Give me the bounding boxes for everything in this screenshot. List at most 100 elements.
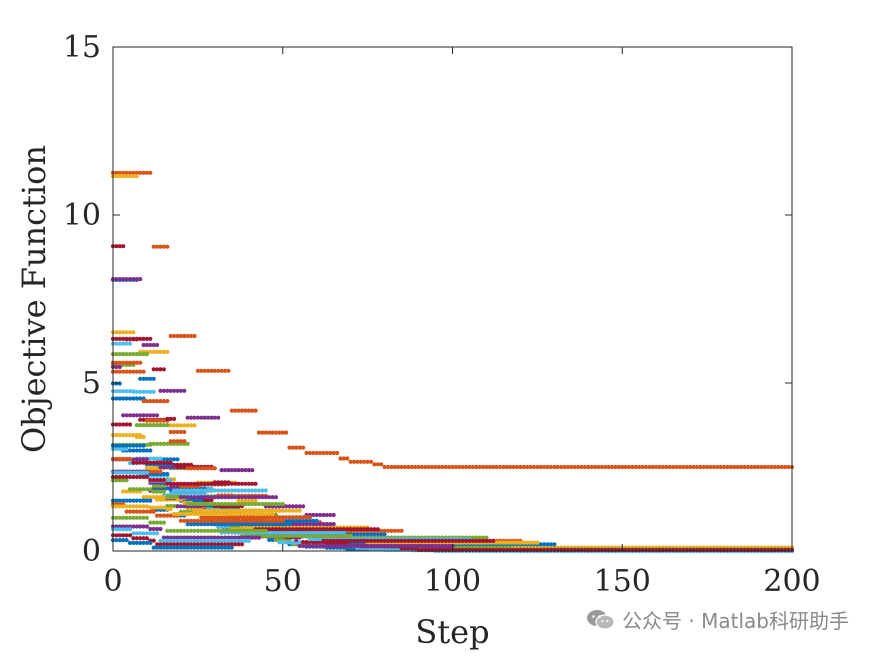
data-point — [345, 538, 350, 544]
data-point — [341, 543, 346, 549]
data-point — [202, 415, 207, 420]
data-point — [127, 498, 133, 503]
data-point — [497, 540, 503, 545]
data-point — [725, 464, 730, 470]
watermark-text: 公众号 · Matlab科研助手 — [622, 609, 849, 633]
data-point — [596, 464, 601, 470]
data-point — [351, 532, 357, 537]
data-point — [755, 464, 761, 470]
data-point — [270, 515, 275, 520]
data-point — [202, 522, 207, 527]
data-point — [222, 515, 228, 520]
data-point — [151, 418, 156, 423]
data-point — [243, 468, 248, 473]
data-point — [138, 524, 143, 529]
data-point — [718, 464, 723, 470]
data-point — [165, 545, 170, 550]
data-point — [243, 508, 248, 513]
data-point — [121, 538, 126, 543]
data-point — [155, 531, 160, 536]
data-point — [144, 540, 149, 546]
data-point — [260, 430, 265, 435]
data-point — [287, 518, 292, 523]
data-point — [127, 277, 133, 282]
data-point — [114, 341, 119, 346]
data-point — [722, 464, 727, 470]
data-point — [239, 495, 245, 500]
data-point — [212, 545, 217, 550]
data-point — [691, 464, 696, 470]
data-point — [134, 433, 139, 438]
x-tick-label: 50 — [264, 564, 302, 599]
data-point — [199, 515, 204, 520]
data-point — [739, 464, 744, 470]
data-point — [711, 464, 717, 470]
data-point — [667, 464, 672, 470]
data-point — [192, 481, 197, 486]
data-point — [538, 542, 543, 547]
data-point — [195, 481, 200, 486]
data-point — [144, 509, 149, 514]
data-point — [144, 170, 149, 175]
data-point — [141, 457, 146, 462]
data-point — [114, 538, 119, 543]
data-point — [250, 508, 255, 513]
data-point — [121, 422, 126, 427]
data-point — [321, 543, 326, 549]
data-point — [178, 528, 183, 533]
data-point — [362, 532, 367, 537]
data-point — [155, 423, 160, 428]
data-point — [192, 535, 197, 540]
data-point — [117, 244, 122, 249]
data-point — [131, 540, 136, 546]
data-point — [199, 415, 204, 420]
data-point — [138, 470, 143, 475]
data-point — [749, 464, 754, 470]
data-point — [358, 538, 363, 544]
data-point — [195, 488, 200, 493]
data-point — [314, 537, 319, 542]
data-point — [440, 464, 445, 470]
data-point — [318, 533, 323, 539]
data-point — [307, 530, 312, 535]
data-point — [287, 540, 292, 545]
data-point — [243, 498, 248, 503]
data-point — [270, 522, 275, 527]
data-point — [202, 511, 207, 517]
data-point — [521, 540, 526, 545]
data-point — [552, 542, 557, 547]
data-point — [165, 486, 170, 491]
series-26 — [110, 469, 279, 500]
data-point — [433, 543, 438, 549]
data-point — [311, 533, 316, 539]
data-point — [253, 495, 258, 500]
data-point — [253, 535, 258, 540]
data-point — [151, 413, 156, 418]
data-point — [144, 442, 149, 447]
data-point — [253, 498, 258, 503]
data-point — [182, 491, 187, 496]
data-point — [284, 518, 289, 523]
data-point — [752, 464, 757, 470]
data-point — [528, 464, 533, 470]
data-point — [117, 174, 122, 179]
data-point — [229, 468, 234, 473]
data-point — [270, 530, 275, 535]
data-point — [559, 464, 564, 470]
data-point — [304, 450, 309, 456]
data-point — [206, 522, 211, 527]
data-point — [318, 543, 323, 549]
data-point — [172, 511, 177, 517]
data-point — [175, 504, 180, 509]
data-point — [195, 538, 200, 544]
data-point — [199, 501, 204, 507]
data-point — [124, 396, 129, 401]
data-point — [168, 465, 173, 470]
data-point — [141, 531, 146, 536]
data-point — [287, 508, 292, 513]
data-point — [311, 522, 316, 527]
data-point — [124, 360, 129, 365]
data-point — [273, 495, 279, 500]
data-point — [222, 501, 228, 507]
data-point — [138, 336, 143, 341]
